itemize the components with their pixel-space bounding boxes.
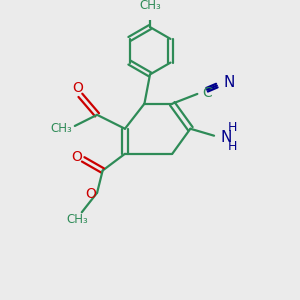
Text: O: O bbox=[85, 187, 96, 201]
Text: CH₃: CH₃ bbox=[67, 213, 88, 226]
Text: N: N bbox=[224, 75, 235, 90]
Text: H: H bbox=[227, 122, 237, 134]
Text: O: O bbox=[72, 150, 83, 164]
Text: C: C bbox=[202, 85, 212, 100]
Text: O: O bbox=[72, 81, 83, 95]
Text: N: N bbox=[220, 130, 232, 145]
Text: CH₃: CH₃ bbox=[139, 0, 161, 12]
Text: CH₃: CH₃ bbox=[50, 122, 72, 135]
Text: H: H bbox=[227, 140, 237, 153]
